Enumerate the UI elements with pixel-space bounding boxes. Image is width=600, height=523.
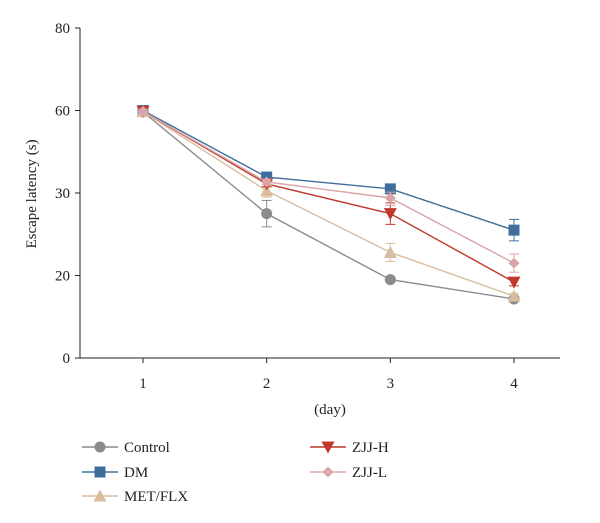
legend-label: Control [124,440,170,456]
legend-marker [321,441,335,454]
legend: Control DM MET/FLX ZJJ-H ZJJ-L [82,440,389,505]
legend-item: Control [82,440,170,456]
legend-item: DM [82,465,148,481]
data-point [507,289,521,302]
y-axis-title: Escape latency (s) [24,139,40,248]
series-layer [136,105,521,305]
y-tick-label: 20 [55,269,70,285]
legend-label: MET/FLX [124,489,188,505]
x-tick-label: 1 [139,376,147,392]
data-point [507,276,521,289]
legend-marker [94,466,106,478]
data-point [261,208,273,220]
series-zjj-h [136,105,521,289]
x-tick-label: 4 [510,376,518,392]
y-tick-label: 80 [55,21,70,37]
series-line [142,111,515,300]
data-point [508,257,520,269]
legend-label: DM [124,465,148,481]
series-line [142,110,515,283]
legend-marker [322,466,334,478]
axes: 0 20 30 60 80 1 2 3 4 [55,21,560,392]
data-point [383,245,397,258]
data-point [261,176,273,188]
legend-label: ZJJ-L [352,465,387,481]
legend-item: MET/FLX [82,489,188,505]
x-axis-title: (day) [314,402,346,418]
series-line [142,109,515,231]
data-point [384,274,396,286]
y-tick-label: 0 [63,351,71,367]
x-tick-label: 2 [263,376,271,392]
series-line [142,111,515,297]
data-point [384,192,396,204]
series-line [142,110,515,264]
data-point [384,183,396,195]
legend-marker [93,489,107,502]
y-tick-label: 30 [55,186,70,202]
data-point [137,105,149,117]
y-tick-label: 60 [55,104,70,120]
series-met-flx [136,105,521,302]
series-zjj-l [137,105,520,273]
series-dm [137,105,520,242]
legend-label: ZJJ-H [352,440,389,456]
x-tick-label: 3 [387,376,395,392]
legend-item: ZJJ-L [310,465,387,481]
data-point [508,224,520,236]
legend-item: ZJJ-H [310,440,389,456]
legend-marker [94,441,106,453]
series-control [137,106,520,305]
data-point [383,208,397,221]
